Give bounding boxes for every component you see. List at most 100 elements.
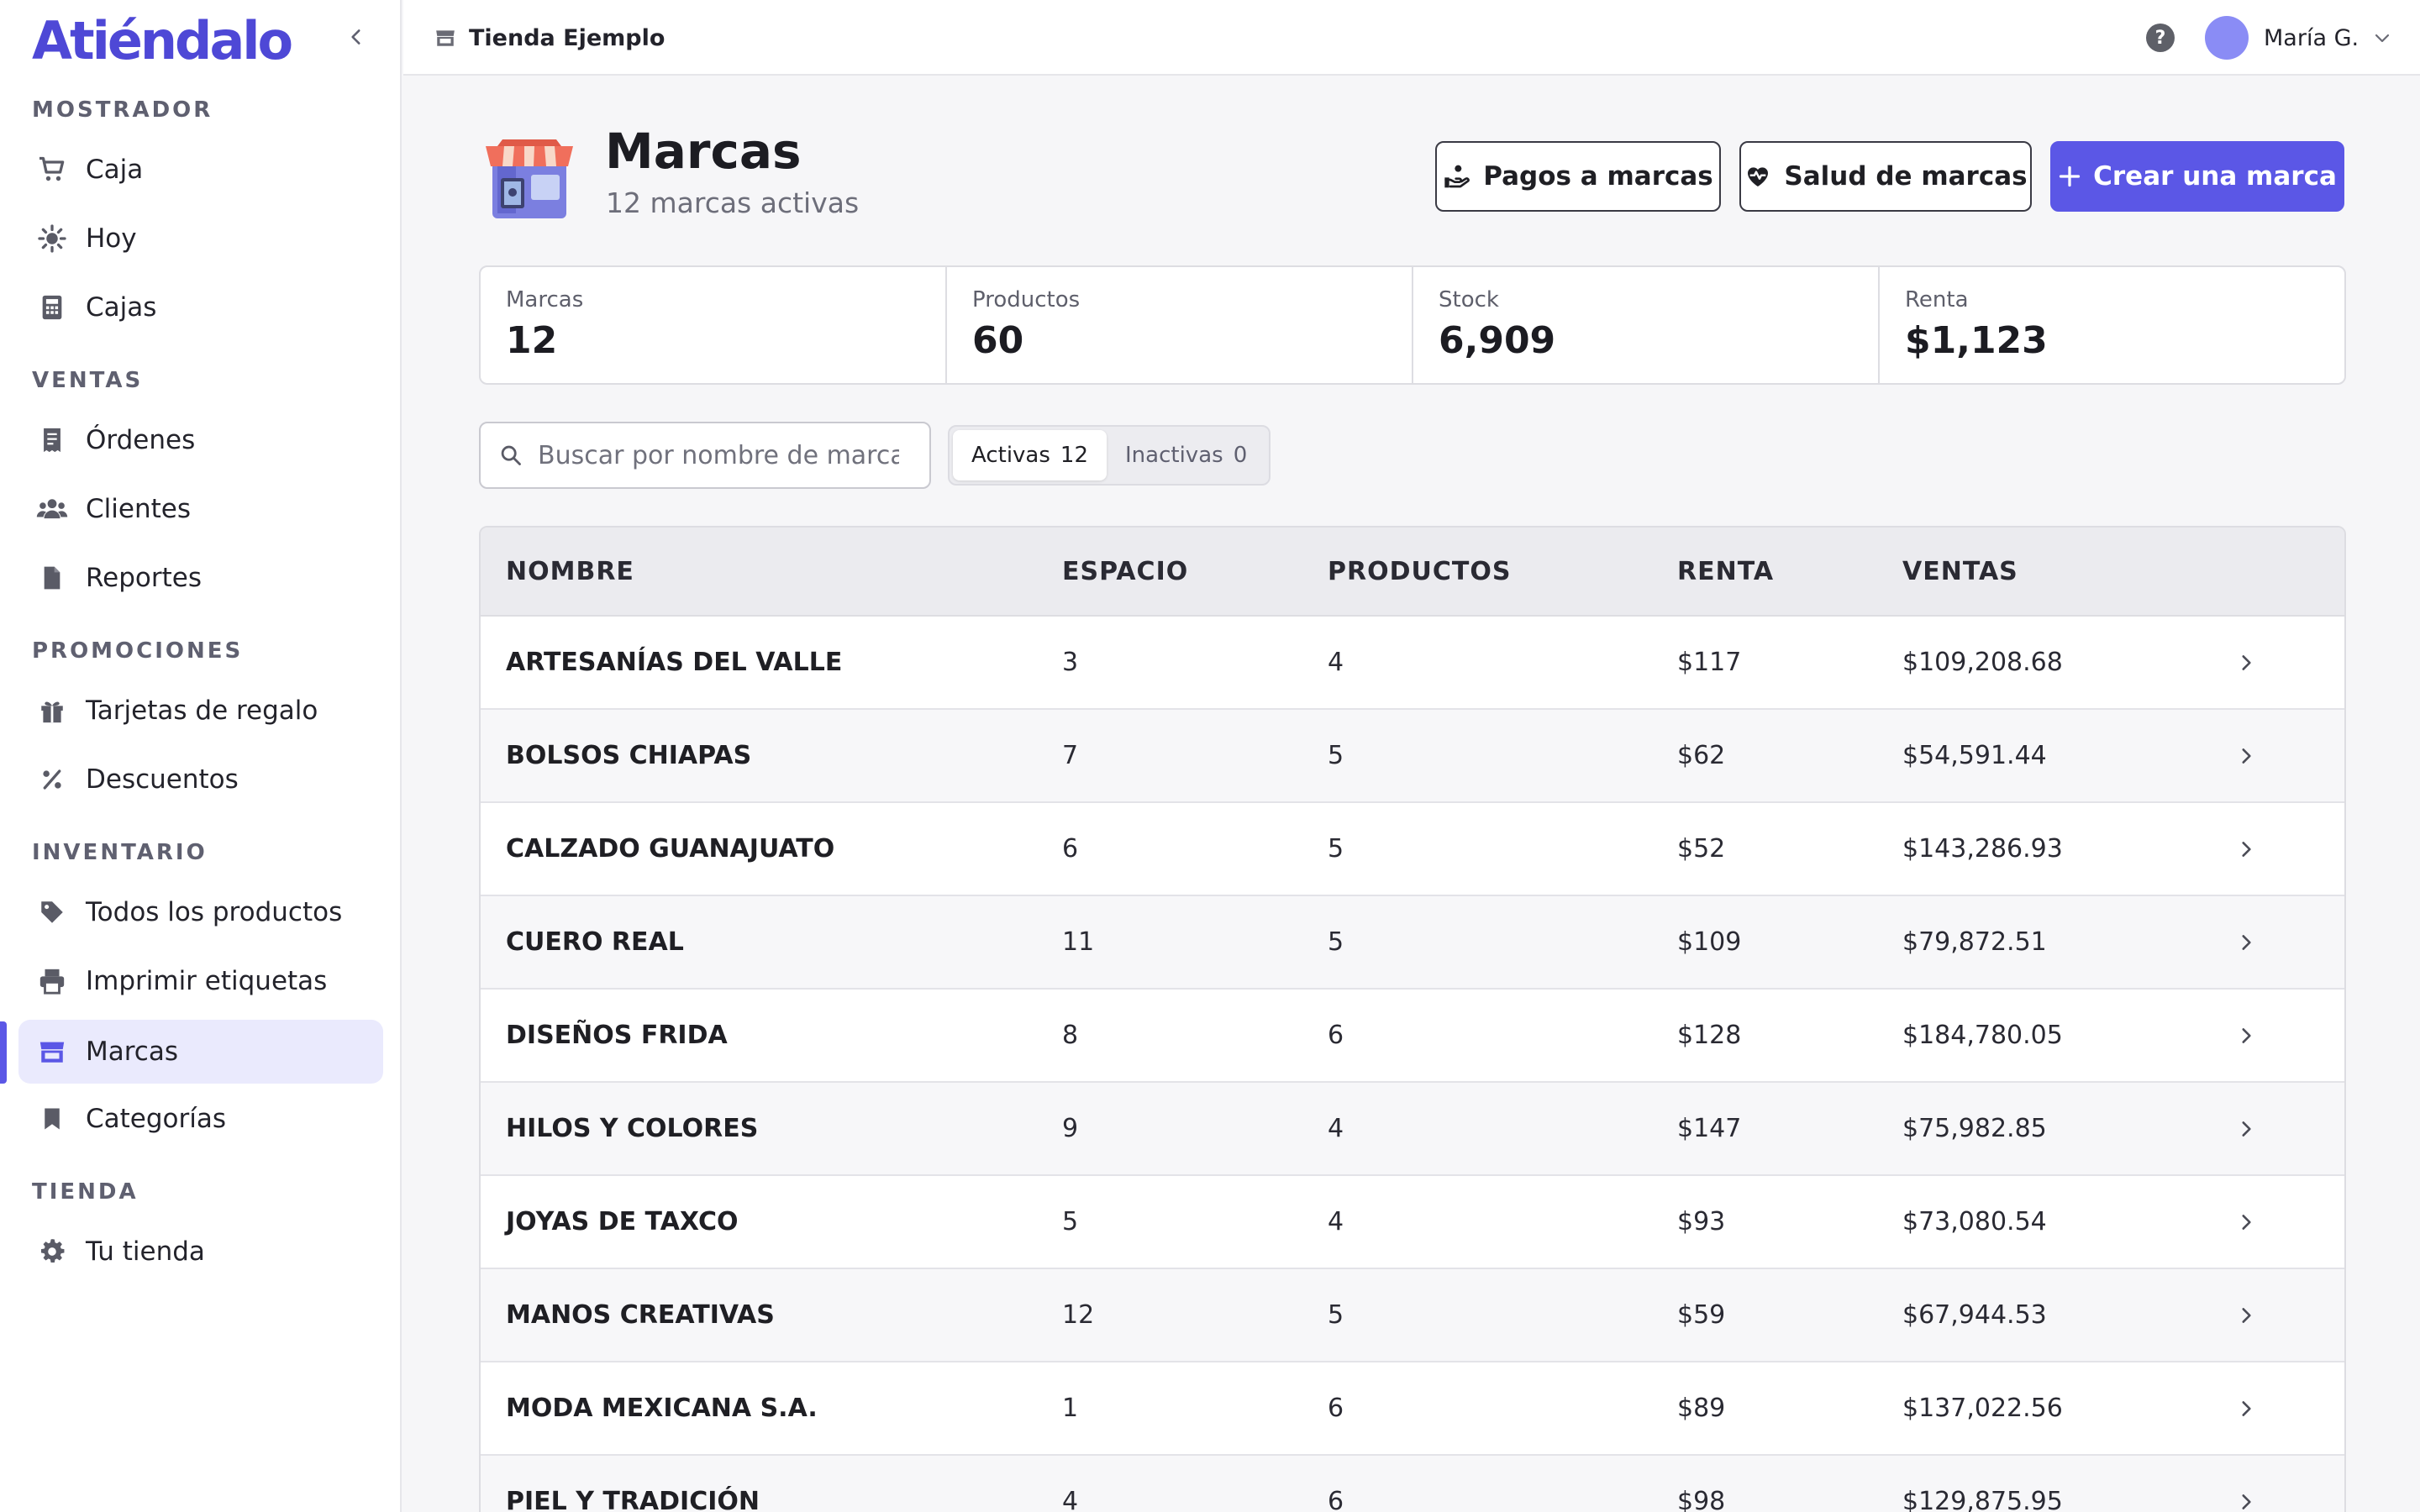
sidebar-item-label: Todos los productos [86, 897, 343, 927]
sidebar-item-label: Hoy [86, 223, 137, 254]
rent-cell: $89 [1677, 1394, 1726, 1423]
payments-to-brands-button[interactable]: Pagos a marcas [1435, 141, 1721, 212]
sidebar-item-label: Imprimir etiquetas [86, 966, 328, 996]
chevron-right-icon[interactable] [2235, 1491, 2286, 1512]
column-header-espacio[interactable]: ESPACIO [1062, 556, 1189, 586]
create-brand-button[interactable]: Crear una marca [2050, 141, 2344, 212]
chevron-right-icon[interactable] [2235, 1398, 2286, 1420]
space-cell: 9 [1062, 1114, 1079, 1143]
table-row[interactable]: DISEÑOS FRIDA 8 6 $128 $184,780.05 [481, 990, 2344, 1083]
payments-to-brands-label: Pagos a marcas [1483, 161, 1713, 192]
brand-health-button[interactable]: Salud de marcas [1739, 141, 2032, 212]
table-row[interactable]: MODA MEXICANA S.A. 1 6 $89 $137,022.56 [481, 1362, 2344, 1456]
chevron-right-icon[interactable] [2235, 745, 2286, 767]
create-brand-label: Crear una marca [2093, 161, 2337, 192]
chevron-right-icon[interactable] [2235, 1118, 2286, 1140]
user-menu[interactable]: María G. [2205, 15, 2392, 60]
filter-inactive-tab[interactable]: Inactivas 0 [1107, 430, 1265, 480]
search-box[interactable] [479, 422, 931, 489]
space-cell: 12 [1062, 1300, 1095, 1330]
column-header-renta[interactable]: RENTA [1677, 556, 1775, 586]
sidebar-item-todos-los-productos[interactable]: Todos los productos [18, 880, 383, 944]
sales-cell: $79,872.51 [1902, 927, 2047, 957]
products-cell: 6 [1328, 1021, 1344, 1050]
sidebar-item-ordenes[interactable]: Órdenes [18, 408, 383, 472]
products-cell: 6 [1328, 1394, 1344, 1423]
filter-active-tab[interactable]: Activas 12 [953, 430, 1107, 480]
sidebar-item-categorias[interactable]: Categorías [18, 1087, 383, 1151]
search-icon [501, 445, 521, 465]
sidebar-item-cajas[interactable]: Cajas [18, 276, 383, 339]
stat-value: 60 [972, 319, 1024, 362]
chevron-right-icon[interactable] [2235, 1025, 2286, 1047]
sidebar-item-tarjetas-de-regalo[interactable]: Tarjetas de regalo [18, 679, 383, 743]
brand-name-cell: HILOS Y COLORES [506, 1114, 759, 1143]
products-cell: 5 [1328, 834, 1344, 864]
chevron-right-icon[interactable] [2235, 838, 2286, 860]
table-row[interactable]: PIEL Y TRADICIÓN 4 6 $98 $129,875.95 [481, 1456, 2344, 1512]
chevron-right-icon[interactable] [2235, 932, 2286, 953]
column-header-productos[interactable]: PRODUCTOS [1328, 556, 1512, 586]
stat-label: Marcas [506, 287, 584, 312]
store-switcher[interactable]: Tienda Ejemplo [434, 18, 665, 57]
sidebar-item-label: Reportes [86, 563, 202, 593]
rent-cell: $62 [1677, 741, 1726, 770]
stats-bar: Marcas 12 Productos 60 Stock 6,909 Renta… [479, 265, 2346, 385]
sidebar-item-clientes[interactable]: Clientes [18, 477, 383, 541]
search-input[interactable] [538, 440, 899, 470]
rent-cell: $98 [1677, 1487, 1726, 1512]
sidebar: Atiéndalo MOSTRADOR Caja Hoy Cajas VENTA… [0, 0, 402, 1512]
column-header-nombre[interactable]: NOMBRE [506, 556, 634, 586]
collapse-sidebar-button[interactable] [336, 17, 376, 57]
stat-stock: Stock 6,909 [1413, 267, 1880, 383]
products-cell: 6 [1328, 1487, 1344, 1512]
table-row[interactable]: MANOS CREATIVAS 12 5 $59 $67,944.53 [481, 1269, 2344, 1362]
sidebar-item-caja[interactable]: Caja [18, 138, 383, 202]
space-cell: 5 [1062, 1207, 1079, 1236]
rent-cell: $128 [1677, 1021, 1742, 1050]
gear-icon [35, 1235, 69, 1268]
sidebar-item-reportes[interactable]: Reportes [18, 546, 383, 610]
heart-pulse-icon [1744, 163, 1772, 190]
column-header-ventas[interactable]: VENTAS [1902, 556, 2018, 586]
nav-section-inventario: INVENTARIO [32, 840, 208, 865]
top-bar: Tienda Ejemplo ? María G. [403, 0, 2420, 76]
sidebar-item-descuentos[interactable]: Descuentos [18, 748, 383, 811]
avatar [2205, 16, 2249, 60]
page-subtitle: 12 marcas activas [606, 186, 860, 219]
brands-table: NOMBRE ESPACIO PRODUCTOS RENTA VENTAS AR… [479, 526, 2346, 1512]
sidebar-item-imprimir-etiquetas[interactable]: Imprimir etiquetas [18, 949, 383, 1013]
sales-cell: $75,982.85 [1902, 1114, 2047, 1143]
rent-cell: $109 [1677, 927, 1742, 957]
table-row[interactable]: CALZADO GUANAJUATO 6 5 $52 $143,286.93 [481, 803, 2344, 896]
sidebar-item-tu-tienda[interactable]: Tu tienda [18, 1220, 383, 1284]
table-row[interactable]: HILOS Y COLORES 9 4 $147 $75,982.85 [481, 1083, 2344, 1176]
stat-value: 12 [506, 319, 558, 362]
products-cell: 4 [1328, 1114, 1344, 1143]
sidebar-item-label: Marcas [86, 1037, 178, 1067]
chevron-right-icon[interactable] [2235, 1305, 2286, 1326]
sidebar-item-hoy[interactable]: Hoy [18, 207, 383, 270]
chevron-left-icon [351, 29, 360, 45]
percent-icon [35, 763, 69, 796]
table-row[interactable]: CUERO REAL 11 5 $109 $79,872.51 [481, 896, 2344, 990]
table-row[interactable]: JOYAS DE TAXCO 5 4 $93 $73,080.54 [481, 1176, 2344, 1269]
tag-icon [35, 895, 69, 929]
table-row[interactable]: ARTESANÍAS DEL VALLE 3 4 $117 $109,208.68 [481, 617, 2344, 710]
rent-cell: $117 [1677, 648, 1742, 677]
chevron-right-icon[interactable] [2235, 1211, 2286, 1233]
products-cell: 4 [1328, 648, 1344, 677]
brand-logo[interactable]: Atiéndalo [32, 9, 293, 71]
chevron-right-icon[interactable] [2235, 652, 2286, 674]
brand-name-cell: MODA MEXICANA S.A. [506, 1394, 818, 1423]
sales-cell: $54,591.44 [1902, 741, 2047, 770]
table-row[interactable]: BOLSOS CHIAPAS 7 5 $62 $54,591.44 [481, 710, 2344, 803]
storefront-icon [35, 1035, 69, 1068]
products-cell: 5 [1328, 741, 1344, 770]
sales-cell: $109,208.68 [1902, 648, 2063, 677]
sidebar-item-marcas[interactable]: Marcas [18, 1020, 383, 1084]
space-cell: 6 [1062, 834, 1079, 864]
rent-cell: $59 [1677, 1300, 1726, 1330]
help-icon[interactable]: ? [2146, 24, 2175, 52]
rent-cell: $93 [1677, 1207, 1726, 1236]
